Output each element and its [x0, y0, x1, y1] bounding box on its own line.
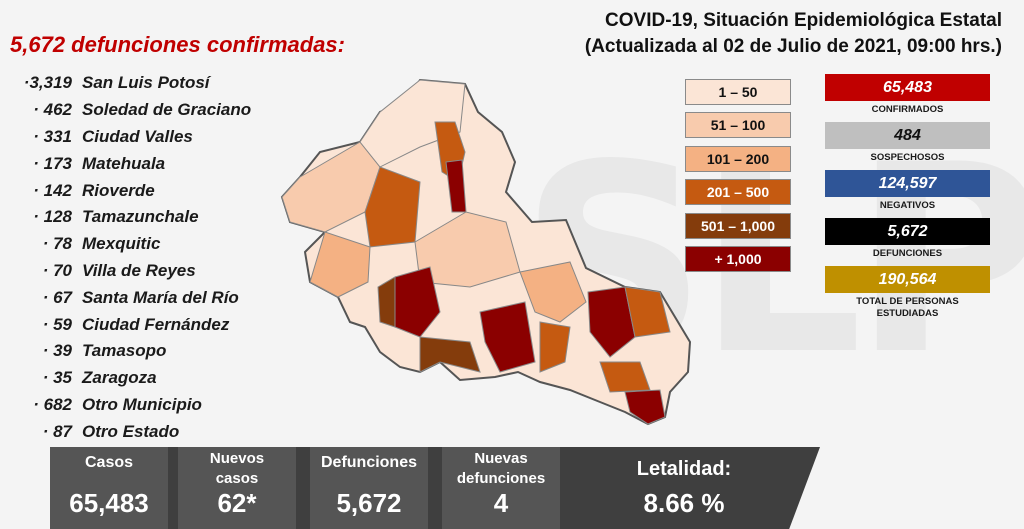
municipality-count: · 173 — [33, 153, 72, 173]
stat-value: 190,564 — [825, 266, 990, 293]
legend-range: 201 – 500 — [685, 179, 791, 206]
stat-label: DEFUNCIONES — [872, 248, 943, 259]
region-huasteca-south — [599, 361, 651, 393]
municipality-count: · 128 — [33, 207, 72, 227]
summary-letalidad: Letalidad: 8.66 % — [574, 447, 794, 529]
stat-item: 65,483 CONFIRMADOS — [825, 74, 990, 116]
municipality-count: · 67 — [42, 287, 72, 307]
region-huasteca-east — [624, 286, 671, 338]
summary-casos: Casos 65,483 — [50, 447, 168, 529]
municipality-count: · 59 — [42, 314, 72, 334]
stat-label: NEGATIVOS — [879, 200, 936, 211]
region-ciudad-valles — [587, 286, 636, 358]
stat-value: 484 — [825, 122, 990, 149]
municipality-name: Rioverde — [82, 180, 155, 200]
stat-label: TOTAL DE PERSONAS ESTUDIADAS — [856, 296, 959, 319]
municipality-row: · 39 Tamasopo — [10, 338, 251, 365]
casos-value: 65,483 — [69, 488, 149, 518]
legend-range: 1 – 50 — [685, 79, 791, 105]
municipality-count: · 462 — [33, 100, 72, 120]
municipality-row: · 70 Villa de Reyes — [10, 258, 251, 285]
municipality-name: Villa de Reyes — [82, 260, 196, 280]
municipality-count: · 70 — [42, 260, 72, 280]
municipality-name: Matehuala — [82, 153, 166, 173]
municipality-name: Santa María del Río — [82, 287, 239, 307]
region-rioverde — [479, 301, 536, 373]
legend-range: 51 – 100 — [685, 112, 791, 139]
stat-item: 5,672 DEFUNCIONES — [825, 218, 990, 260]
stat-label: SOSPECHOSOS — [870, 152, 945, 163]
nuevas-defunciones-value: 4 — [493, 488, 509, 518]
region-tamazunchale — [624, 389, 666, 425]
map-legend: 1 – 50 51 – 100 101 – 200 201 – 500 501 – 1,… — [685, 79, 791, 279]
defunciones-value: 5,672 — [336, 488, 402, 518]
municipality-name: Tamasopo — [82, 341, 167, 361]
municipality-count: ·3,319 — [23, 73, 72, 93]
letalidad-label: Letalidad: — [636, 458, 732, 480]
stat-value: 5,672 — [825, 218, 990, 245]
municipality-count: · 87 — [42, 421, 72, 441]
municipality-count: · 142 — [33, 180, 72, 200]
page-title: COVID-19, Situación Epidemiológica Estat… — [585, 8, 1002, 60]
region-tamasopo — [539, 321, 571, 373]
stats-panel: 65,483 CONFIRMADOS 484 SOSPECHOSOS 124,597 NE… — [825, 74, 990, 326]
municipality-row: · 78 Mexquitic — [10, 231, 251, 258]
municipality-row: · 87 Otro Estado — [10, 418, 251, 445]
letalidad-value: 8.66 % — [643, 488, 725, 518]
nuevos-casos-value: 62* — [217, 488, 257, 518]
region-center-west — [364, 166, 421, 248]
stat-item: 190,564 TOTAL DE PERSONAS ESTUDIADAS — [825, 266, 990, 320]
state-map — [280, 78, 692, 426]
municipality-name: Tamazunchale — [82, 207, 199, 227]
deaths-headline: 5,672 defunciones confirmadas: — [10, 32, 345, 57]
summary-nuevos-casos: Nuevos casos 62* — [178, 447, 296, 529]
municipality-row: · 331 Ciudad Valles — [10, 124, 251, 151]
municipality-name: Ciudad Valles — [82, 126, 193, 146]
defunciones-label: Defunciones — [320, 454, 417, 471]
summary-nuevas-defunciones: Nuevas defunciones 4 — [442, 447, 560, 529]
nuevas-defunciones-label: Nuevas defunciones — [456, 450, 546, 487]
legend-range: 501 – 1,000 — [685, 212, 791, 239]
municipality-row: · 462 Soledad de Graciano — [10, 97, 251, 124]
title-line-2: (Actualizada al 02 de Julio de 2021, 09:… — [584, 36, 1002, 57]
municipality-count: · 331 — [33, 126, 72, 146]
municipality-count: · 35 — [42, 368, 72, 388]
municipality-name: San Luis Potosí — [82, 73, 210, 93]
municipality-row: · 173 Matehuala — [10, 150, 251, 177]
region-mexquitic — [377, 276, 396, 328]
municipality-row: · 142 Rioverde — [10, 177, 251, 204]
municipality-row: · 682 Otro Municipio — [10, 392, 251, 419]
legend-range: + 1,000 — [685, 245, 791, 272]
municipality-row: ·3,319 San Luis Potosí — [10, 70, 251, 97]
municipality-name: Otro Municipio — [82, 394, 202, 414]
stat-item: 124,597 NEGATIVOS — [825, 170, 990, 212]
region-villa-de-reyes — [419, 336, 481, 373]
municipality-name: Mexquitic — [82, 234, 161, 254]
municipality-name: Soledad de Graciano — [82, 100, 252, 120]
municipality-row: · 35 Zaragoza — [10, 365, 251, 392]
title-line-1: COVID-19, Situación Epidemiológica Estat… — [605, 10, 1002, 31]
municipality-row: · 59 Ciudad Fernández — [10, 311, 251, 338]
region-west — [309, 231, 371, 298]
region-east-center — [519, 261, 587, 323]
municipality-deaths-list: ·3,319 San Luis Potosí · 462 Soledad de Gra… — [10, 70, 251, 445]
stat-label: CONFIRMADOS — [871, 104, 944, 115]
municipality-name: Zaragoza — [82, 368, 157, 388]
municipality-count: · 39 — [42, 341, 72, 361]
municipality-row: · 128 Tamazunchale — [10, 204, 251, 231]
casos-label: Casos — [84, 454, 134, 471]
stat-value: 65,483 — [825, 74, 990, 101]
municipality-name: Ciudad Fernández — [82, 314, 230, 334]
stat-value: 124,597 — [825, 170, 990, 197]
legend-range: 101 – 200 — [685, 145, 791, 172]
nuevos-casos-label: Nuevos casos — [209, 450, 265, 487]
municipality-count: · 78 — [42, 234, 72, 254]
summary-defunciones: Defunciones 5,672 — [310, 447, 428, 529]
stat-item: 484 SOSPECHOSOS — [825, 122, 990, 164]
municipality-count: · 682 — [33, 394, 72, 414]
municipality-name: Otro Estado — [82, 421, 180, 441]
municipality-row: · 67 Santa María del Río — [10, 284, 251, 311]
